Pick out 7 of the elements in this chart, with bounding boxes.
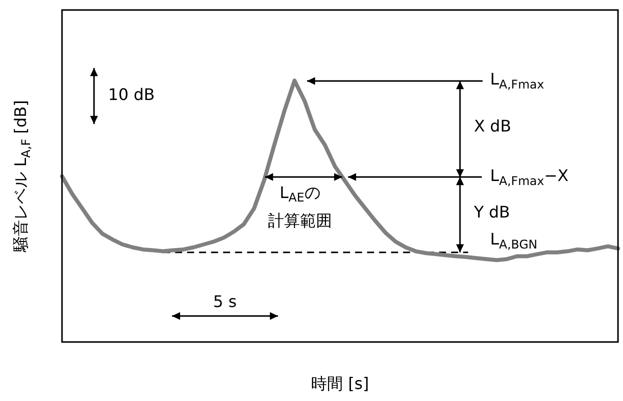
annotation: X dB bbox=[474, 116, 512, 136]
annotation: 10 dB bbox=[108, 85, 155, 104]
y-axis-title: 騒音レベル LA,F [dB] bbox=[11, 100, 33, 253]
annotation: 5 s bbox=[213, 292, 237, 311]
x-axis-title: 時間 [s] bbox=[311, 374, 369, 394]
annotation: 計算範囲 bbox=[268, 210, 332, 230]
annotation: Y dB bbox=[472, 202, 510, 222]
